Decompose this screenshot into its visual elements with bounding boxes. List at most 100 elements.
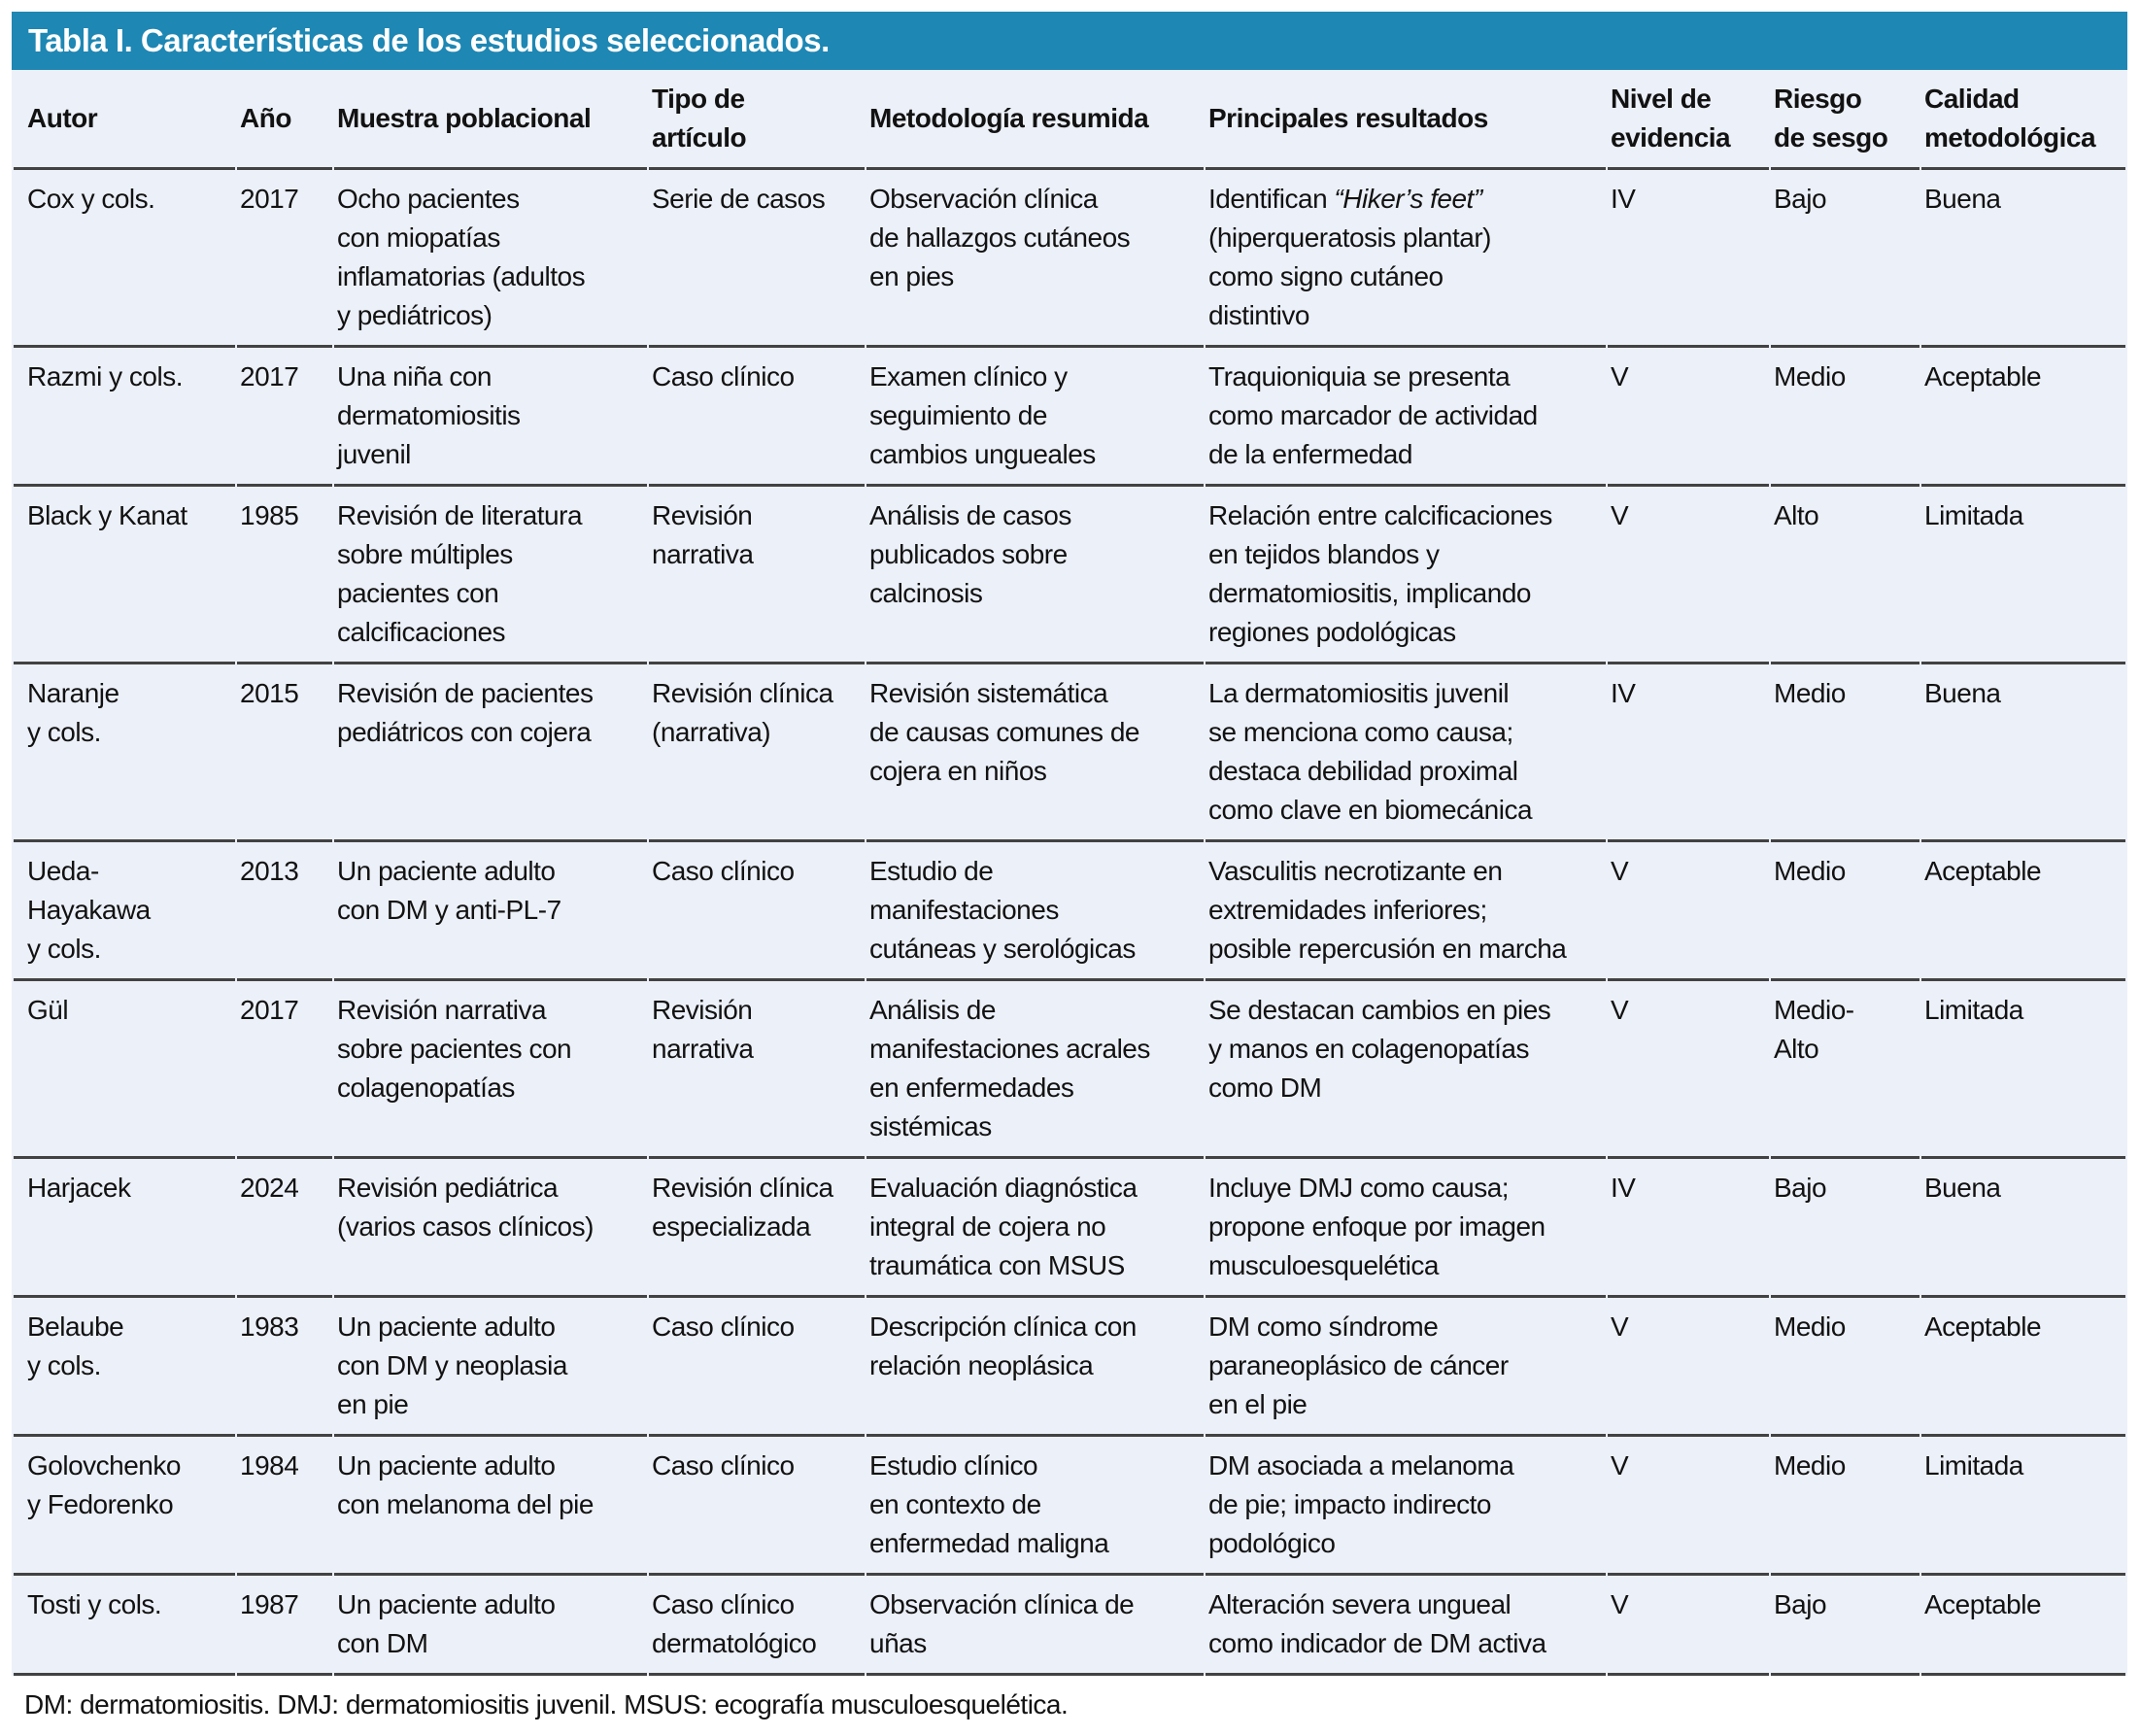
emphasized-text: “Hiker’s feet” — [1334, 184, 1482, 214]
cell-autor: Cox y cols. — [14, 170, 235, 348]
table-title: Tabla I. Características de los estudios… — [28, 22, 830, 58]
cell-nivel: IV — [1608, 1159, 1769, 1298]
column-header-calidad: Calidad metodológica — [1921, 70, 2125, 170]
header-row: Autor Año Muestra poblacional Tipo de artíc… — [14, 70, 2125, 170]
cell-calidad: Buena — [1921, 1159, 2125, 1298]
cell-muestra: Un paciente adulto con DM — [334, 1576, 647, 1676]
cell-calidad: Limitada — [1921, 981, 2125, 1159]
cell-nivel: IV — [1608, 664, 1769, 842]
cell-muestra: Revisión de pacientes pediátricos con co… — [334, 664, 647, 842]
cell-ano: 2017 — [237, 348, 332, 487]
cell-tipo: Revisión narrativa — [649, 487, 865, 664]
cell-ano: 1984 — [237, 1437, 332, 1576]
cell-muestra: Revisión narrativa sobre pacientes con c… — [334, 981, 647, 1159]
cell-calidad: Limitada — [1921, 487, 2125, 664]
cell-ano: 1985 — [237, 487, 332, 664]
cell-metodologia: Estudio clínico en contexto de enfermeda… — [866, 1437, 1204, 1576]
table-row: Belaube y cols. 1983 Un paciente adulto co… — [14, 1298, 2125, 1437]
table-row: Ueda- Hayakawa y cols. 2013 Un paciente ad… — [14, 842, 2125, 981]
cell-resultados: Identifican “Hiker’s feet” (hiperquerato… — [1206, 170, 1606, 348]
cell-riesgo: Medio — [1771, 348, 1919, 487]
cell-tipo: Caso clínico — [649, 1298, 865, 1437]
column-header-resultados: Principales resultados — [1206, 70, 1606, 170]
cell-muestra: Un paciente adulto con melanoma del pie — [334, 1437, 647, 1576]
table-row: Razmi y cols. 2017 Una niña con dermatomio… — [14, 348, 2125, 487]
cell-metodologia: Descripción clínica con relación neoplás… — [866, 1298, 1204, 1437]
cell-ano: 2017 — [237, 170, 332, 348]
cell-calidad: Aceptable — [1921, 1576, 2125, 1676]
cell-nivel: V — [1608, 487, 1769, 664]
column-header-metodologia: Metodología resumida — [866, 70, 1204, 170]
cell-autor: Tosti y cols. — [14, 1576, 235, 1676]
cell-tipo: Caso clínico dermatológico — [649, 1576, 865, 1676]
cell-autor: Harjacek — [14, 1159, 235, 1298]
cell-metodologia: Observación clínica de hallazgos cutáneo… — [866, 170, 1204, 348]
column-header-nivel: Nivel de evidencia — [1608, 70, 1769, 170]
cell-riesgo: Bajo — [1771, 1159, 1919, 1298]
cell-resultados: DM como síndrome paraneoplásico de cánce… — [1206, 1298, 1606, 1437]
cell-muestra: Revisión de literatura sobre múltiples p… — [334, 487, 647, 664]
table-row: Naranje y cols. 2015 Revisión de pacientes… — [14, 664, 2125, 842]
cell-resultados: DM asociada a melanoma de pie; impacto i… — [1206, 1437, 1606, 1576]
cell-autor: Golovchenko y Fedorenko — [14, 1437, 235, 1576]
cell-muestra: Ocho pacientes con miopatías inflamatori… — [334, 170, 647, 348]
cell-resultados: Vasculitis necrotizante en extremidades … — [1206, 842, 1606, 981]
cell-resultados: Relación entre calcificaciones en tejido… — [1206, 487, 1606, 664]
study-table-container: Tabla I. Características de los estudios… — [12, 12, 2127, 1720]
cell-autor: Gül — [14, 981, 235, 1159]
cell-tipo: Serie de casos — [649, 170, 865, 348]
cell-tipo: Caso clínico — [649, 348, 865, 487]
cell-nivel: V — [1608, 981, 1769, 1159]
column-header-riesgo: Riesgo de sesgo — [1771, 70, 1919, 170]
cell-resultados: Alteración severa ungueal como indicador… — [1206, 1576, 1606, 1676]
table-row: Tosti y cols. 1987 Un paciente adulto con … — [14, 1576, 2125, 1676]
cell-nivel: V — [1608, 1576, 1769, 1676]
cell-riesgo: Bajo — [1771, 1576, 1919, 1676]
table-row: Black y Kanat 1985 Revisión de literatura … — [14, 487, 2125, 664]
cell-tipo: Revisión clínica especializada — [649, 1159, 865, 1298]
cell-calidad: Limitada — [1921, 1437, 2125, 1576]
column-header-tipo: Tipo de artículo — [649, 70, 865, 170]
cell-ano: 1987 — [237, 1576, 332, 1676]
cell-metodologia: Análisis de casos publicados sobre calci… — [866, 487, 1204, 664]
cell-nivel: V — [1608, 1298, 1769, 1437]
cell-metodologia: Análisis de manifestaciones acrales en e… — [866, 981, 1204, 1159]
cell-ano: 2024 — [237, 1159, 332, 1298]
cell-ano: 2013 — [237, 842, 332, 981]
table-title-bar: Tabla I. Características de los estudios… — [12, 12, 2127, 70]
column-header-muestra: Muestra poblacional — [334, 70, 647, 170]
cell-calidad: Aceptable — [1921, 348, 2125, 487]
cell-metodologia: Evaluación diagnóstica integral de cojer… — [866, 1159, 1204, 1298]
cell-metodologia: Estudio de manifestaciones cutáneas y se… — [866, 842, 1204, 981]
cell-nivel: V — [1608, 348, 1769, 487]
cell-calidad: Buena — [1921, 170, 2125, 348]
column-header-ano: Año — [237, 70, 332, 170]
cell-metodologia: Examen clínico y seguimiento de cambios … — [866, 348, 1204, 487]
text-segment: (hiperqueratosis plantar) como signo cut… — [1208, 222, 1492, 330]
cell-muestra: Una niña con dermatomiositis juvenil — [334, 348, 647, 487]
cell-autor: Naranje y cols. — [14, 664, 235, 842]
cell-resultados: La dermatomiositis juvenil se menciona c… — [1206, 664, 1606, 842]
cell-ano: 1983 — [237, 1298, 332, 1437]
cell-muestra: Un paciente adulto con DM y neoplasia en… — [334, 1298, 647, 1437]
cell-calidad: Aceptable — [1921, 842, 2125, 981]
cell-riesgo: Medio — [1771, 664, 1919, 842]
text-segment: Identifican — [1208, 184, 1335, 214]
cell-riesgo: Medio — [1771, 1437, 1919, 1576]
cell-autor: Black y Kanat — [14, 487, 235, 664]
cell-riesgo: Medio — [1771, 842, 1919, 981]
cell-autor: Razmi y cols. — [14, 348, 235, 487]
table-row: Cox y cols. 2017 Ocho pacientes con miopat… — [14, 170, 2125, 348]
table-row: Golovchenko y Fedorenko 1984 Un paciente a… — [14, 1437, 2125, 1576]
cell-calidad: Buena — [1921, 664, 2125, 842]
studies-table: Autor Año Muestra poblacional Tipo de artíc… — [12, 70, 2127, 1676]
cell-tipo: Revisión clínica (narrativa) — [649, 664, 865, 842]
table-footnote: DM: dermatomiositis. DMJ: dermatomiositi… — [24, 1689, 1069, 1719]
table-row: Harjacek 2024 Revisión pediátrica (varios … — [14, 1159, 2125, 1298]
cell-riesgo: Alto — [1771, 487, 1919, 664]
table-row: Gül 2017 Revisión narrativa sobre paciente… — [14, 981, 2125, 1159]
cell-tipo: Caso clínico — [649, 842, 865, 981]
cell-riesgo: Medio — [1771, 1298, 1919, 1437]
cell-ano: 2015 — [237, 664, 332, 842]
